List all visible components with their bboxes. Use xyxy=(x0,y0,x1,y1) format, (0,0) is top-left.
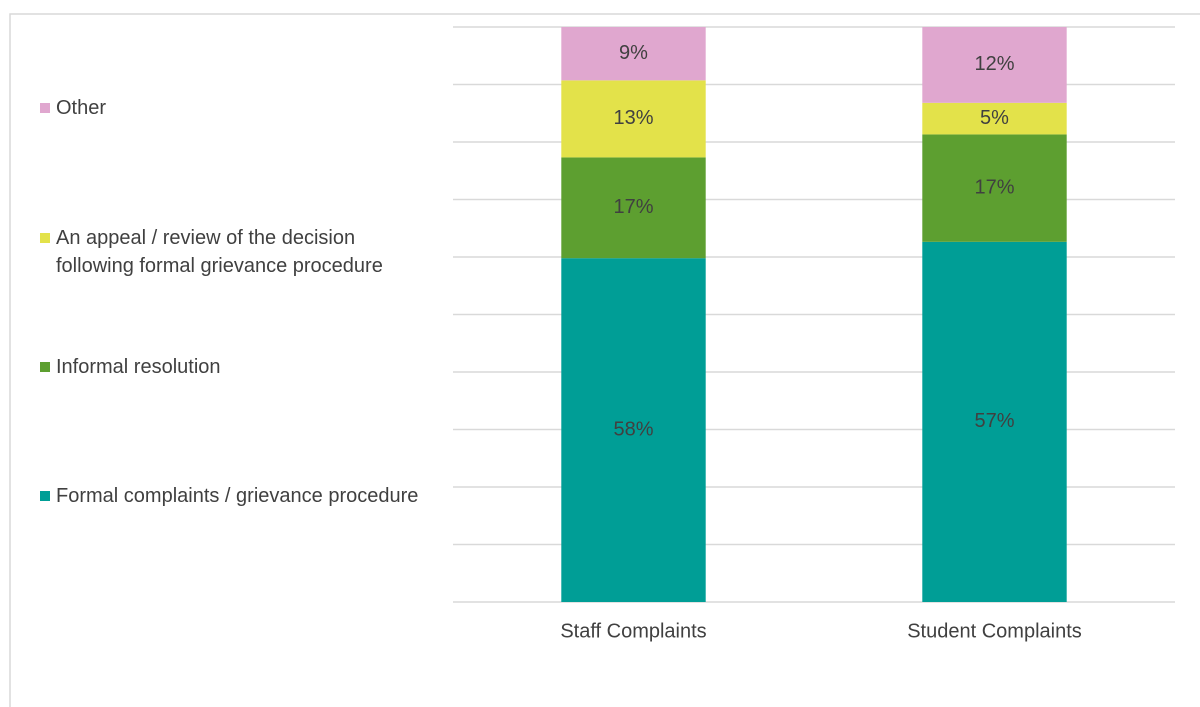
bar-segment xyxy=(561,157,706,259)
legend-label: Formal complaints / grievance procedure xyxy=(56,485,419,507)
bar-segment xyxy=(561,80,706,158)
data-label: 17% xyxy=(974,176,1014,198)
legend-swatch xyxy=(40,233,50,243)
x-tick-label: Student Complaints xyxy=(907,620,1082,642)
data-label: 13% xyxy=(613,107,653,129)
bar-segment xyxy=(922,27,1067,103)
legend-swatch xyxy=(40,103,50,113)
legend-item: Informal resolution xyxy=(40,353,420,381)
legend-item: Other xyxy=(40,94,420,122)
legend-label: Other xyxy=(56,97,107,119)
legend-item: Formal complaints / grievance procedure xyxy=(40,482,420,510)
legend-swatch xyxy=(40,491,50,501)
legend-item: An appeal / review of the decision follo… xyxy=(40,224,420,280)
data-label: 5% xyxy=(980,107,1009,129)
bar-segment xyxy=(922,102,1067,135)
bar-segment xyxy=(561,258,706,602)
legend-swatch xyxy=(40,362,50,372)
data-label: 17% xyxy=(613,196,653,218)
bar-segment xyxy=(922,241,1067,603)
legend-label: Informal resolution xyxy=(56,356,221,378)
data-label: 12% xyxy=(974,53,1014,75)
data-label: 57% xyxy=(974,410,1014,432)
frame xyxy=(9,13,1200,707)
data-label: 9% xyxy=(619,42,648,64)
x-tick-label: Staff Complaints xyxy=(560,620,706,642)
bar-segment xyxy=(922,134,1067,242)
bar-segment xyxy=(561,27,706,81)
legend-label: An appeal / review of the decision follo… xyxy=(56,227,383,277)
data-label: 58% xyxy=(613,418,653,440)
